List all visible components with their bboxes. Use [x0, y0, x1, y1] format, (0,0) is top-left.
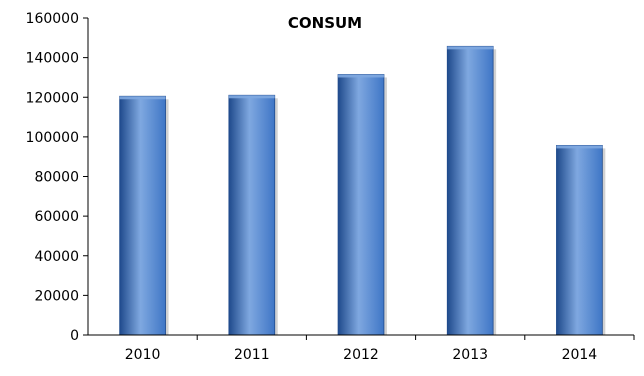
y-tick-label: 80000	[34, 170, 79, 186]
y-tick-label: 40000	[34, 249, 79, 265]
bar-2013	[446, 45, 494, 336]
y-tick-label: 140000	[26, 51, 79, 67]
y-tick-label: 20000	[34, 288, 79, 304]
bar-2010	[119, 95, 166, 336]
tick-labels-layer: 0 20000 40000 60000 80000 100000 120000 140000 1…	[26, 11, 598, 363]
y-tick-label: 0	[70, 328, 79, 344]
y-tick-label: 100000	[26, 130, 79, 146]
x-tick-label: 2010	[125, 347, 161, 363]
bar-top-highlight	[556, 145, 603, 149]
x-tick-label: 2014	[562, 347, 598, 363]
chart-title: CONSUM	[288, 14, 362, 32]
bar-2011	[228, 94, 276, 336]
y-tick-label: 160000	[26, 11, 79, 27]
y-tick-label: 60000	[34, 209, 79, 225]
bar-top-highlight	[228, 95, 275, 99]
bar-top-highlight	[447, 46, 494, 50]
y-tick-label: 120000	[26, 90, 79, 106]
x-tick-label: 2012	[343, 347, 379, 363]
bar-top-highlight	[338, 74, 384, 78]
bar-2012	[337, 74, 385, 336]
bar-2014	[556, 144, 603, 336]
bar-top-highlight	[119, 96, 166, 100]
x-tick-label: 2011	[234, 347, 270, 363]
axes-layer	[83, 17, 635, 340]
x-tick-label: 2013	[452, 347, 488, 363]
bars-layer	[119, 45, 606, 336]
